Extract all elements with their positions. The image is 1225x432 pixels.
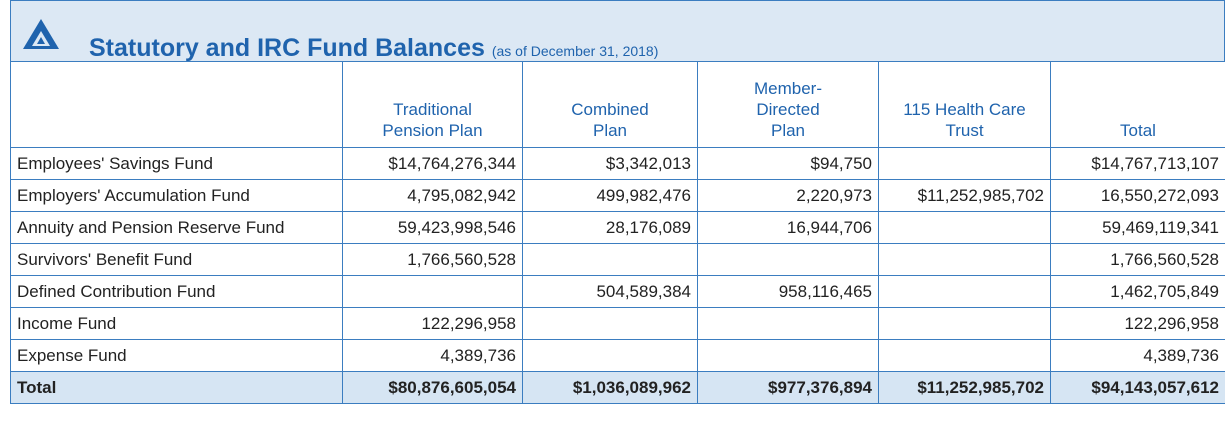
cell: $14,767,713,107 <box>1050 147 1225 180</box>
header-cell <box>10 61 343 148</box>
cell: 4,389,736 <box>342 339 523 372</box>
row-label: Total <box>10 371 343 404</box>
cell: 1,766,560,528 <box>1050 243 1225 276</box>
cell: 59,469,119,341 <box>1050 211 1225 244</box>
cell: 28,176,089 <box>522 211 698 244</box>
cell <box>342 275 523 308</box>
row-label: Annuity and Pension Reserve Fund <box>10 211 343 244</box>
cell <box>878 243 1051 276</box>
cell <box>697 243 879 276</box>
cell <box>697 339 879 372</box>
row-label: Employees' Savings Fund <box>10 147 343 180</box>
row-label: Defined Contribution Fund <box>10 275 343 308</box>
title-bar: Statutory and IRC Fund Balances (as of D… <box>10 0 1225 63</box>
cell: 2,220,973 <box>697 179 879 212</box>
cell: 1,462,705,849 <box>1050 275 1225 308</box>
row: Employees' Savings Fund $14,764,276,344 $3… <box>10 147 1225 180</box>
cell <box>522 243 698 276</box>
cell: 16,944,706 <box>697 211 879 244</box>
cell: 958,116,465 <box>697 275 879 308</box>
fund-balances: Statutory and IRC Fund Balances (as of D… <box>10 0 1225 432</box>
cell: $11,252,985,702 <box>878 179 1051 212</box>
column-header: Combined Plan <box>522 61 698 148</box>
row-label: Expense Fund <box>10 339 343 372</box>
cell: 122,296,958 <box>342 307 523 340</box>
cell <box>878 275 1051 308</box>
title-text: Statutory and IRC Fund Balances <box>89 34 485 62</box>
cell: 504,589,384 <box>522 275 698 308</box>
row: Expense Fund 4,389,736 4,389,736 <box>10 339 1225 372</box>
table: Traditional Pension Plan Combined Plan Mem… <box>10 61 1225 404</box>
cell: $1,036,089,962 <box>522 371 698 404</box>
cell: $977,376,894 <box>697 371 879 404</box>
cell <box>522 307 698 340</box>
cell: $94,143,057,612 <box>1050 371 1225 404</box>
cell: $3,342,013 <box>522 147 698 180</box>
column-header: 115 Health Care Trust <box>878 61 1051 148</box>
row: Annuity and Pension Reserve Fund 59,423,9… <box>10 211 1225 244</box>
column-header: Total <box>1050 61 1225 148</box>
cell: $94,750 <box>697 147 879 180</box>
cell: 122,296,958 <box>1050 307 1225 340</box>
row: Survivors' Benefit Fund 1,766,560,528 1,76… <box>10 243 1225 276</box>
row: Income Fund 122,296,958 122,296,958 <box>10 307 1225 340</box>
cell <box>522 339 698 372</box>
logo <box>23 19 59 49</box>
column-header: Member- Directed Plan <box>697 61 879 148</box>
row: Total $80,876,605,054 $1,036,089,962 $977,3… <box>10 371 1225 404</box>
cell <box>878 339 1051 372</box>
cell: 4,389,736 <box>1050 339 1225 372</box>
cell <box>878 147 1051 180</box>
cell: 4,795,082,942 <box>342 179 523 212</box>
row: Defined Contribution Fund 504,589,384 958,… <box>10 275 1225 308</box>
cell <box>878 211 1051 244</box>
subtitle: (as of December 31, 2018) <box>491 43 659 59</box>
cell: 1,766,560,528 <box>342 243 523 276</box>
cell: 499,982,476 <box>522 179 698 212</box>
cell: $80,876,605,054 <box>342 371 523 404</box>
cell <box>878 307 1051 340</box>
row-label: Income Fund <box>10 307 343 340</box>
column-header: Traditional Pension Plan <box>342 61 523 148</box>
cell: 16,550,272,093 <box>1050 179 1225 212</box>
cell <box>697 307 879 340</box>
cell: 59,423,998,546 <box>342 211 523 244</box>
row-label: Employers' Accumulation Fund <box>10 179 343 212</box>
cell: $14,764,276,344 <box>342 147 523 180</box>
title: Statutory and IRC Fund Balances (as of D… <box>89 34 658 63</box>
row: Employers' Accumulation Fund 4,795,082,94… <box>10 179 1225 212</box>
cell: $11,252,985,702 <box>878 371 1051 404</box>
header-row: Traditional Pension Plan Combined Plan Mem… <box>10 61 1225 148</box>
row-label: Survivors' Benefit Fund <box>10 243 343 276</box>
